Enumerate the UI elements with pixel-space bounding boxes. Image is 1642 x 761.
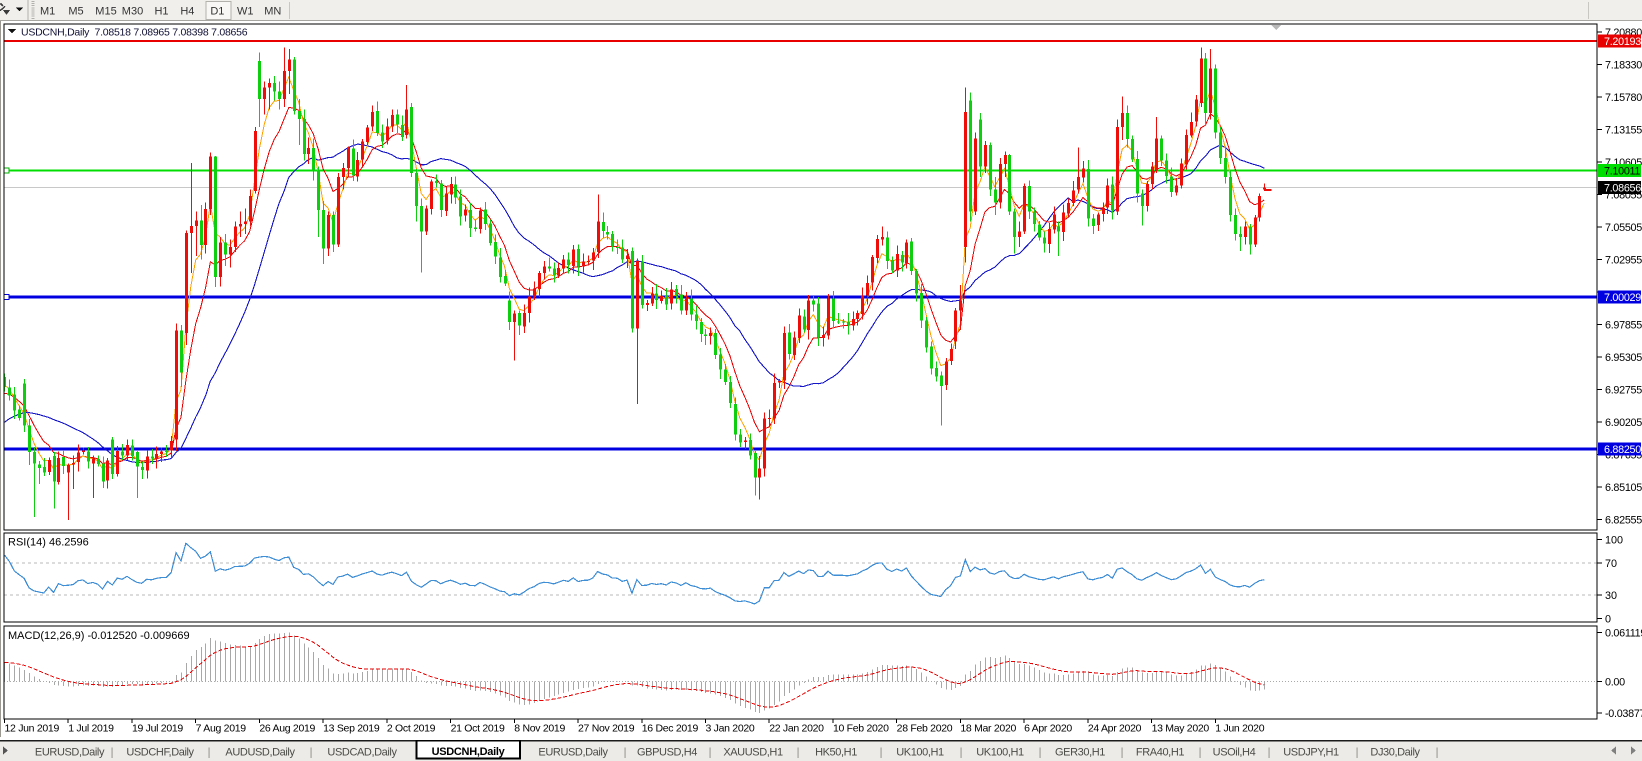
svg-text:MN: MN: [264, 6, 281, 18]
svg-text:28 Feb 2020: 28 Feb 2020: [897, 723, 953, 735]
svg-text:19 Jul 2019: 19 Jul 2019: [132, 723, 183, 735]
svg-text:H1: H1: [154, 6, 168, 18]
svg-text:|: |: [709, 747, 712, 759]
svg-text:HK50,H1: HK50,H1: [815, 747, 857, 759]
svg-text:27 Nov 2019: 27 Nov 2019: [578, 723, 635, 735]
svg-text:7.08656: 7.08656: [1604, 183, 1641, 195]
svg-text:3 Jan 2020: 3 Jan 2020: [705, 723, 754, 735]
svg-text:|: |: [624, 747, 627, 759]
svg-text:13 Sep 2019: 13 Sep 2019: [323, 723, 380, 735]
svg-text:|: |: [960, 747, 963, 759]
svg-text:M30: M30: [122, 6, 143, 18]
svg-text:RSI(14) 46.2596: RSI(14) 46.2596: [8, 537, 89, 549]
svg-text:7.02955: 7.02955: [1605, 254, 1642, 266]
svg-text:0.061119: 0.061119: [1605, 628, 1642, 640]
svg-text:6.97855: 6.97855: [1605, 319, 1642, 331]
svg-text:6.85105: 6.85105: [1605, 482, 1642, 494]
svg-text:16 Dec 2019: 16 Dec 2019: [642, 723, 699, 735]
svg-text:|: |: [797, 747, 800, 759]
svg-text:EURUSD,Daily: EURUSD,Daily: [538, 747, 608, 759]
svg-text:M15: M15: [95, 6, 116, 18]
svg-text:AUDUSD,Daily: AUDUSD,Daily: [225, 747, 295, 759]
svg-text:MACD(12,26,9) -0.012520 -0.009: MACD(12,26,9) -0.012520 -0.009669: [8, 630, 190, 642]
svg-text:|: |: [1356, 747, 1359, 759]
svg-text:|: |: [310, 747, 313, 759]
svg-text:6.95305: 6.95305: [1605, 352, 1642, 364]
svg-text:-0.038777: -0.038777: [1605, 708, 1642, 720]
svg-text:|: |: [111, 747, 114, 759]
svg-text:26 Aug 2019: 26 Aug 2019: [259, 723, 315, 735]
svg-text:|: |: [1268, 747, 1271, 759]
svg-text:1 Jul 2019: 1 Jul 2019: [68, 723, 114, 735]
svg-text:100: 100: [1605, 535, 1623, 547]
svg-text:H4: H4: [180, 6, 194, 18]
svg-text:7 Aug 2019: 7 Aug 2019: [196, 723, 247, 735]
svg-text:W1: W1: [237, 6, 254, 18]
svg-text:2 Oct 2019: 2 Oct 2019: [387, 723, 436, 735]
svg-text:|: |: [1436, 747, 1439, 759]
svg-text:10 Feb 2020: 10 Feb 2020: [833, 723, 889, 735]
svg-text:USDCNH,Daily 7.08518 7.08965: USDCNH,Daily 7.08518 7.08965 7.08398 7.0…: [21, 27, 248, 39]
svg-text:7.10011: 7.10011: [1604, 165, 1640, 177]
svg-text:XAUUSD,H1: XAUUSD,H1: [723, 747, 783, 759]
svg-text:USOil,H4: USOil,H4: [1213, 747, 1256, 759]
svg-text:7.13155: 7.13155: [1605, 124, 1642, 136]
svg-text:|: |: [208, 747, 211, 759]
svg-text:USDCAD,Daily: USDCAD,Daily: [327, 747, 397, 759]
svg-text:1 Jun 2020: 1 Jun 2020: [1215, 723, 1264, 735]
svg-text:30: 30: [1605, 590, 1617, 602]
svg-text:7.20193: 7.20193: [1604, 36, 1641, 48]
svg-text:7.18330: 7.18330: [1605, 59, 1642, 71]
svg-text:M5: M5: [68, 6, 83, 18]
svg-text:24 Apr 2020: 24 Apr 2020: [1088, 723, 1142, 735]
svg-text:6.90205: 6.90205: [1605, 417, 1642, 429]
svg-text:7.05505: 7.05505: [1605, 222, 1642, 234]
svg-text:6.88250: 6.88250: [1604, 444, 1641, 456]
svg-text:FRA40,H1: FRA40,H1: [1136, 747, 1184, 759]
svg-text:7.00029: 7.00029: [1604, 292, 1641, 304]
svg-text:D1: D1: [210, 6, 224, 18]
svg-text:70: 70: [1605, 558, 1617, 570]
svg-text:GBPUSD,H4: GBPUSD,H4: [637, 747, 697, 759]
svg-text:USDCNH,Daily: USDCNH,Daily: [432, 746, 506, 758]
svg-text:6 Apr 2020: 6 Apr 2020: [1024, 723, 1072, 735]
svg-text:M1: M1: [40, 6, 55, 18]
svg-text:|: |: [880, 747, 883, 759]
svg-text:|: |: [1199, 747, 1202, 759]
svg-text:13 May 2020: 13 May 2020: [1152, 723, 1210, 735]
svg-text:USDJPY,H1: USDJPY,H1: [1283, 747, 1339, 759]
svg-text:18 Mar 2020: 18 Mar 2020: [960, 723, 1016, 735]
svg-text:GER30,H1: GER30,H1: [1055, 747, 1105, 759]
svg-text:UK100,H1: UK100,H1: [896, 747, 944, 759]
svg-text:0.00: 0.00: [1605, 677, 1625, 689]
svg-text:8 Nov 2019: 8 Nov 2019: [514, 723, 565, 735]
svg-text:7.15780: 7.15780: [1605, 92, 1642, 104]
svg-text:|: |: [1121, 747, 1124, 759]
svg-text:0: 0: [1605, 614, 1611, 626]
svg-text:6.92755: 6.92755: [1605, 384, 1642, 396]
svg-text:|: |: [1039, 747, 1042, 759]
svg-text:22 Jan 2020: 22 Jan 2020: [769, 723, 824, 735]
svg-text:DJ30,Daily: DJ30,Daily: [1370, 747, 1420, 759]
svg-text:UK100,H1: UK100,H1: [976, 747, 1024, 759]
svg-text:6.82555: 6.82555: [1605, 514, 1642, 526]
svg-text:21 Oct 2019: 21 Oct 2019: [451, 723, 505, 735]
svg-text:EURUSD,Daily: EURUSD,Daily: [35, 747, 105, 759]
svg-text:USDCHF,Daily: USDCHF,Daily: [126, 747, 194, 759]
svg-text:12 Jun 2019: 12 Jun 2019: [5, 723, 60, 735]
